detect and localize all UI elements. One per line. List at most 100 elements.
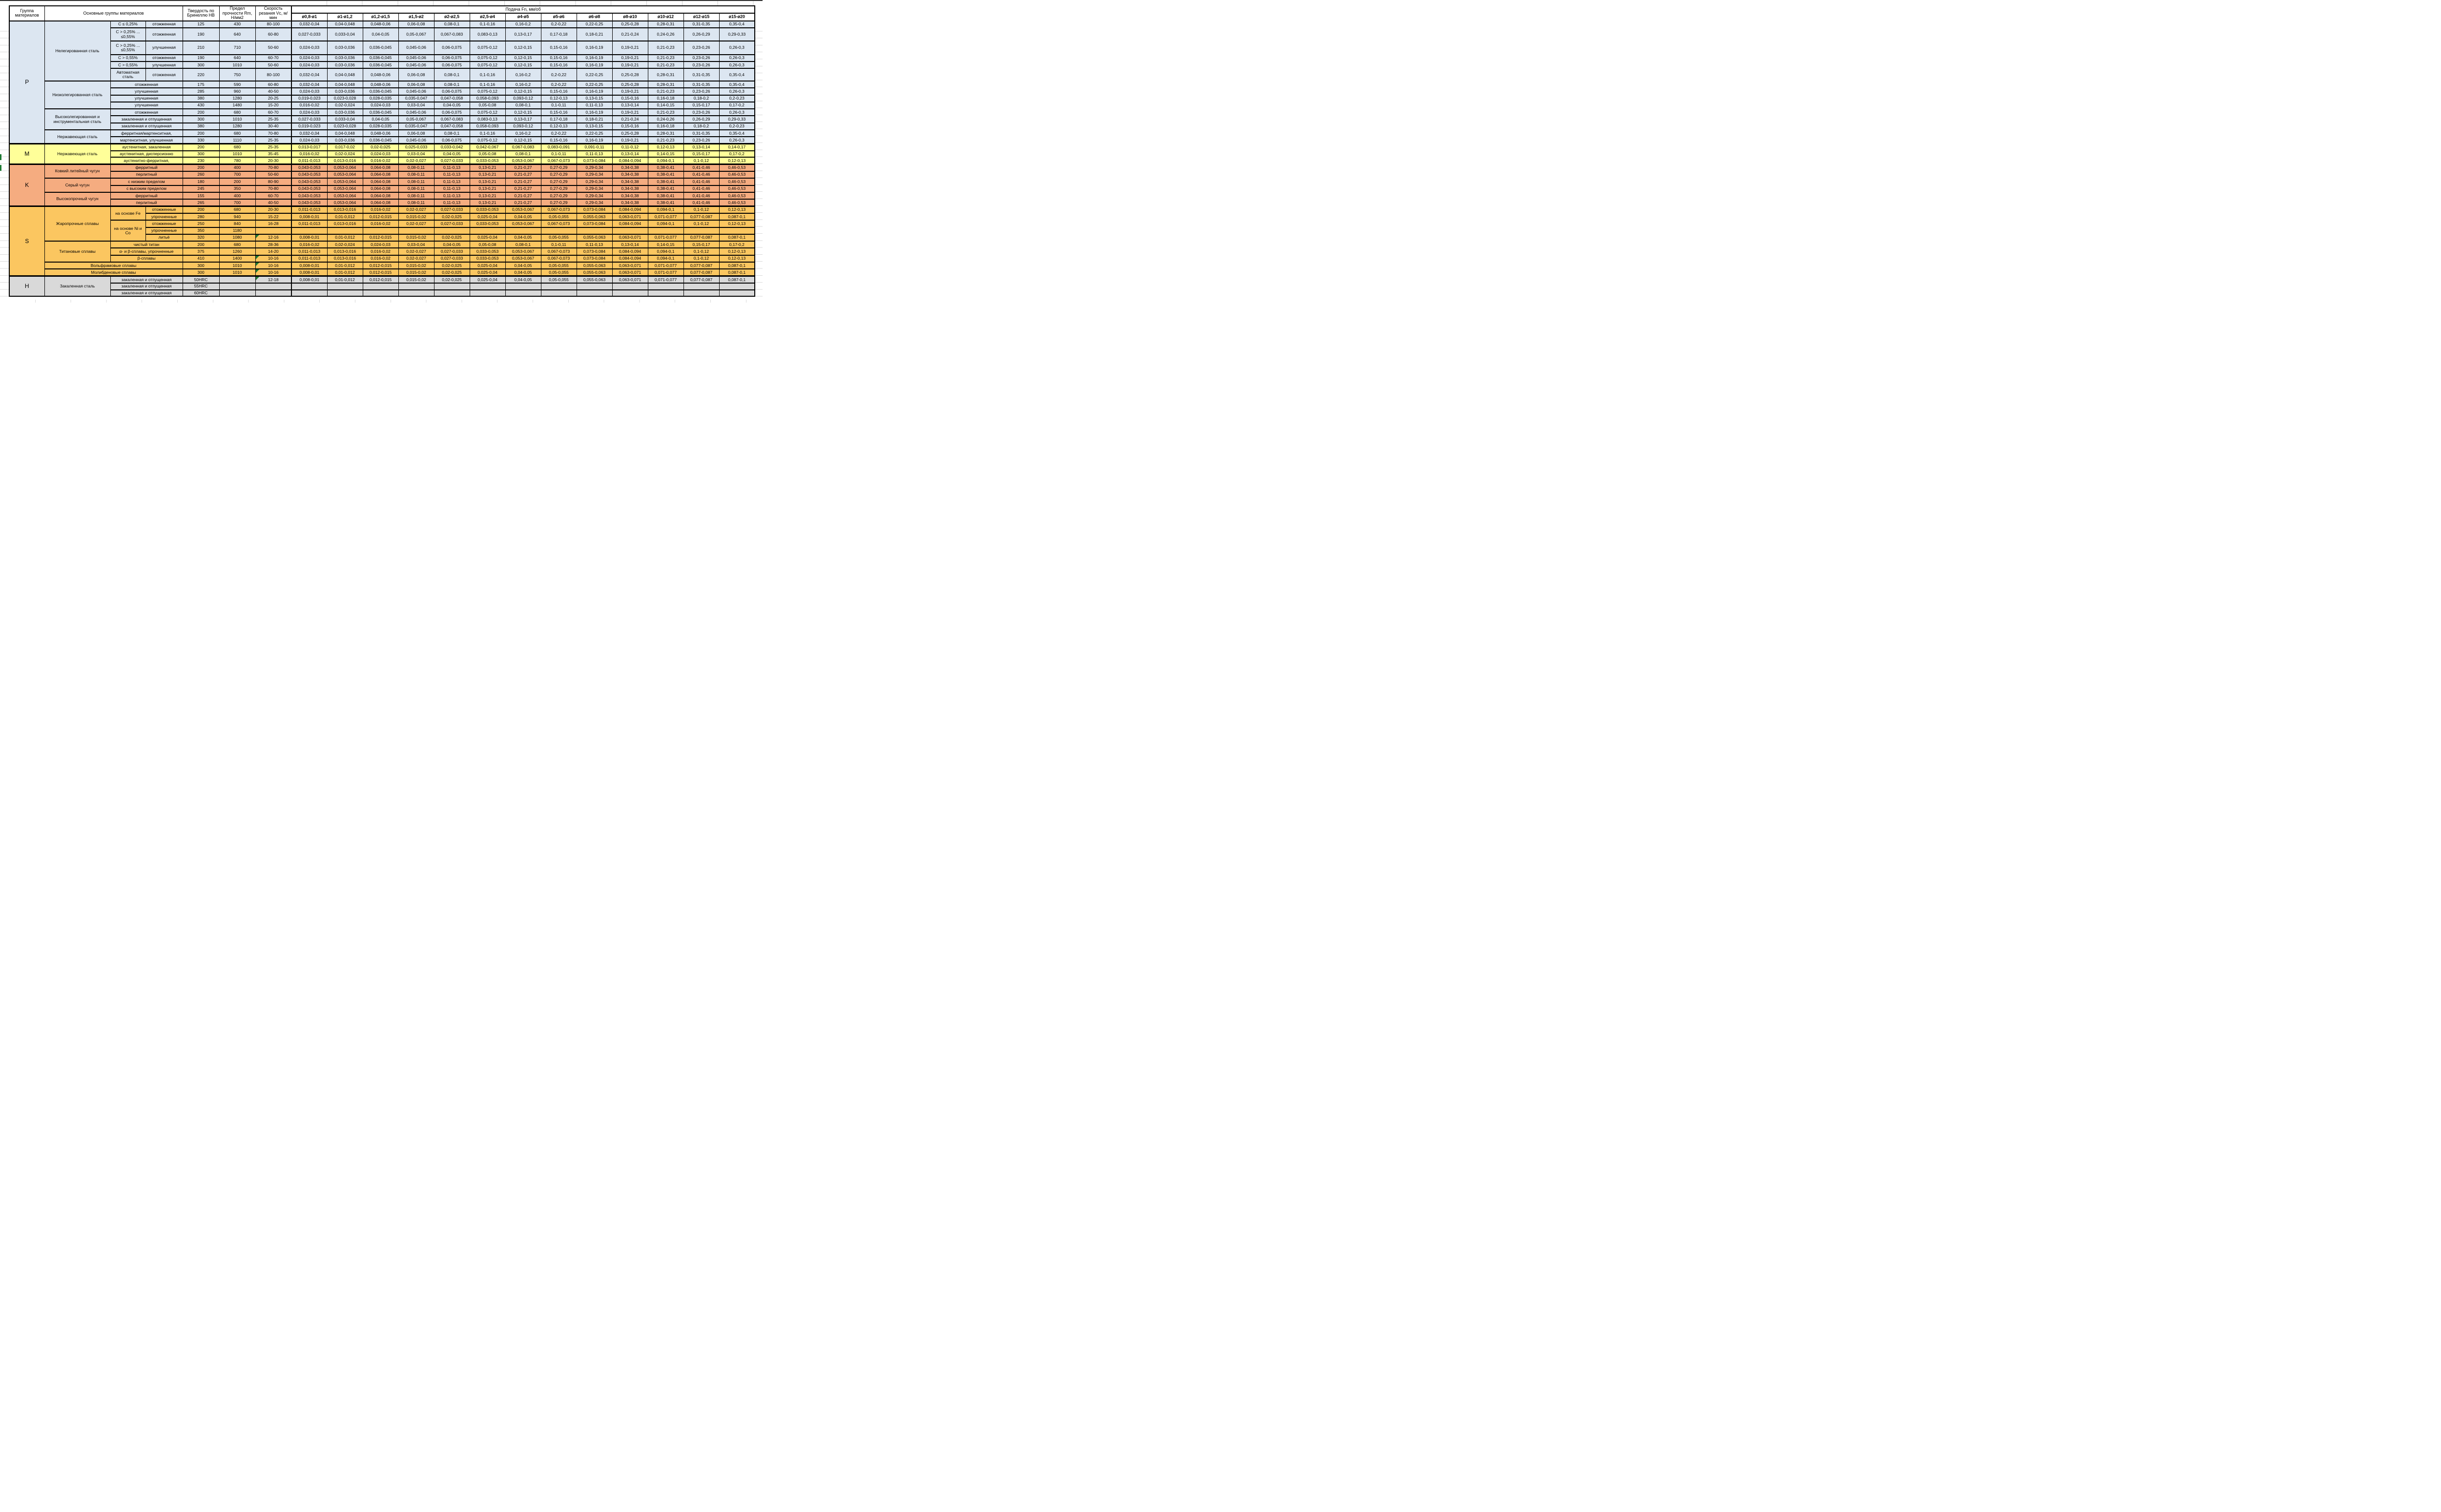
feed-cell[interactable]: 0,03-0,036 <box>327 41 363 55</box>
feed-cell[interactable]: 0,23-0,26 <box>683 87 720 96</box>
feed-cell[interactable]: 0,15-0,17 <box>683 102 720 109</box>
feed-cell[interactable] <box>576 227 613 235</box>
feed-cell[interactable]: 0,12-0,15 <box>505 41 541 55</box>
feed-cell[interactable]: 0,05-0,067 <box>398 27 434 41</box>
feed-cell[interactable]: 0,075-0,12 <box>469 41 506 55</box>
feed-cell[interactable]: 0,21-0,24 <box>612 27 648 41</box>
feed-cell[interactable]: 0,13-0,17 <box>505 27 541 41</box>
group-label[interactable]: K <box>9 163 45 207</box>
feed-cell[interactable]: 0,17-0,18 <box>540 115 577 123</box>
feed-cell[interactable]: 0,075-0,12 <box>469 108 506 116</box>
rm[interactable]: 680 <box>219 129 256 137</box>
feed-cell[interactable]: 0,087-0,1 <box>719 213 755 221</box>
vc[interactable]: 40-50 <box>255 199 292 207</box>
feed-cell[interactable]: 0,02-0,027 <box>398 206 434 214</box>
feed-cell[interactable]: 0,011-0,013 <box>291 247 328 256</box>
rm[interactable] <box>219 289 256 297</box>
feed-cell[interactable]: 0,011-0,013 <box>291 206 328 214</box>
feed-cell[interactable]: 0,012-0,015 <box>362 276 399 284</box>
feed-cell[interactable]: 0,16-0,19 <box>576 61 613 69</box>
sub-material[interactable]: Автоматная сталь <box>110 68 146 82</box>
feed-cell[interactable]: 0,015-0,02 <box>398 262 434 269</box>
rm[interactable]: 400 <box>219 192 256 200</box>
feed-cell[interactable]: 0,053-0,067 <box>505 255 541 263</box>
feed-cell[interactable] <box>434 227 470 235</box>
feed-cell[interactable]: 0,35-0,4 <box>719 81 755 88</box>
feed-cell[interactable]: 0,31-0,35 <box>683 129 720 137</box>
rm[interactable]: 1400 <box>219 255 256 263</box>
feed-cell[interactable]: 0,012-0,015 <box>362 213 399 221</box>
feed-cell[interactable]: 0,26-0,3 <box>719 61 755 69</box>
feed-cell[interactable]: 0,14-0,15 <box>647 102 684 109</box>
hb[interactable]: 300 <box>182 61 220 69</box>
feed-cell[interactable]: 0,17-0,18 <box>540 27 577 41</box>
treatment[interactable]: улучшенная <box>145 61 183 69</box>
feed-cell[interactable]: 0,045-0,06 <box>398 108 434 116</box>
feed-cell[interactable]: 0,055-0,063 <box>576 213 613 221</box>
feed-cell[interactable]: 0,46-0,53 <box>719 171 755 179</box>
feed-cell[interactable]: 0,31-0,35 <box>683 68 720 82</box>
feed-cell[interactable]: 0,077-0,087 <box>683 234 720 242</box>
hb[interactable]: 285 <box>182 87 220 96</box>
feed-cell[interactable]: 0,04-0,048 <box>327 129 363 137</box>
feed-cell[interactable]: 0,46-0,53 <box>719 199 755 207</box>
treatment[interactable]: перлитный <box>110 199 183 207</box>
feed-cell[interactable]: 0,033-0,042 <box>434 143 470 151</box>
feed-cell[interactable]: 0,28-0,31 <box>647 129 684 137</box>
feed-cell[interactable]: 0,025-0,04 <box>469 213 506 221</box>
feed-cell[interactable]: 0,084-0,094 <box>612 255 648 263</box>
feed-cell[interactable]: 0,2-0,22 <box>540 129 577 137</box>
material-family[interactable]: Молибденовые сплавы <box>44 268 183 277</box>
feed-cell[interactable]: 0,13-0,21 <box>469 192 506 200</box>
feed-cell[interactable]: 0,06-0,075 <box>434 108 470 116</box>
feed-cell[interactable]: 0,071-0,077 <box>647 268 684 277</box>
feed-cell[interactable]: 0,14-0,15 <box>647 150 684 158</box>
feed-cell[interactable]: 0,094-0,1 <box>647 255 684 263</box>
feed-cell[interactable]: 0,38-0,41 <box>647 192 684 200</box>
feed-cell[interactable] <box>612 289 648 297</box>
treatment[interactable]: ферритный <box>110 192 183 200</box>
feed-cell[interactable]: 0,06-0,08 <box>398 129 434 137</box>
treatment[interactable]: отожженная <box>110 108 183 116</box>
material-family[interactable]: Низколегированная сталь <box>44 81 111 109</box>
rm[interactable]: 1010 <box>219 115 256 123</box>
treatment[interactable]: отожженная <box>145 20 183 28</box>
feed-cell[interactable]: 0,032-0,04 <box>291 68 328 82</box>
rm[interactable]: 680 <box>219 206 256 214</box>
feed-cell[interactable]: 0,073-0,084 <box>576 255 613 263</box>
feed-cell[interactable]: 0,27-0,29 <box>540 192 577 200</box>
feed-cell[interactable]: 0,25-0,28 <box>612 129 648 137</box>
vc[interactable] <box>255 227 292 235</box>
feed-cell[interactable]: 0,18-0,2 <box>683 95 720 102</box>
feed-cell[interactable]: 0,045-0,06 <box>398 54 434 62</box>
feed-cell[interactable]: 0,12-0,13 <box>719 206 755 214</box>
feed-cell[interactable]: 0,025-0,04 <box>469 262 506 269</box>
feed-cell[interactable]: 0,024-0,03 <box>291 41 328 55</box>
feed-cell[interactable]: 0,34-0,38 <box>612 163 648 172</box>
feed-cell[interactable]: 0,024-0,03 <box>291 87 328 96</box>
material-family[interactable]: Нержавеющая сталь <box>44 143 111 164</box>
feed-cell[interactable]: 0,26-0,29 <box>683 115 720 123</box>
feed-cell[interactable]: 0,23-0,26 <box>683 41 720 55</box>
feed-cell[interactable]: 0,24-0,26 <box>647 115 684 123</box>
feed-cell[interactable]: 0,05-0,067 <box>398 115 434 123</box>
feed-cell[interactable]: 0,11-0,13 <box>576 241 613 248</box>
treatment[interactable]: мартенситная, улучшенная <box>110 136 183 144</box>
feed-cell[interactable]: 0,1-0,12 <box>683 206 720 214</box>
feed-cell[interactable]: 0,03-0,036 <box>327 108 363 116</box>
feed-cell[interactable]: 0,067-0,073 <box>540 206 577 214</box>
feed-cell[interactable]: 0,03-0,036 <box>327 54 363 62</box>
feed-cell[interactable]: 0,21-0,27 <box>505 171 541 179</box>
feed-cell[interactable]: 0,13-0,21 <box>469 184 506 193</box>
feed-cell[interactable] <box>362 227 399 235</box>
feed-cell[interactable]: 0,04-0,05 <box>505 276 541 284</box>
sub-material[interactable]: C > 0,25% ... ≤0,55% <box>110 41 146 55</box>
vc[interactable]: 70-80 <box>255 184 292 193</box>
treatment[interactable]: аустенитная, закаленная <box>110 143 183 151</box>
feed-cell[interactable]: 0,032-0,04 <box>291 81 328 88</box>
feed-cell[interactable]: 0,01-0,012 <box>327 262 363 269</box>
feed-cell[interactable] <box>327 227 363 235</box>
feed-cell[interactable]: 0,011-0,013 <box>291 157 328 164</box>
feed-cell[interactable]: 0,04-0,05 <box>362 115 399 123</box>
feed-cell[interactable] <box>398 283 434 290</box>
